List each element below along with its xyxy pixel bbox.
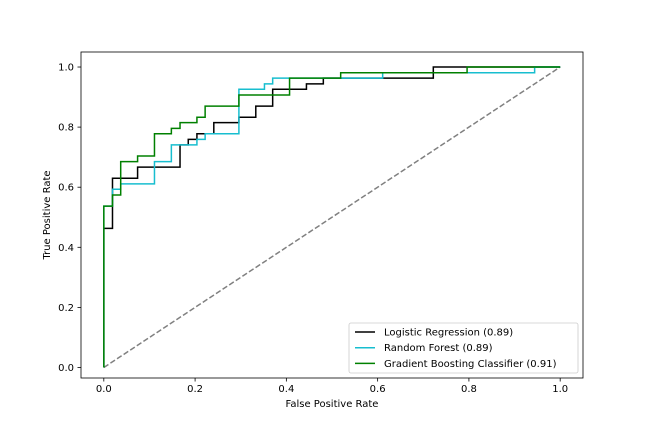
legend-box: [348, 322, 579, 374]
reference-diagonal-line: [103, 66, 561, 369]
series-line-3: [103, 66, 561, 368]
legend-label-3: Gradient Boosting Classifier (0.91): [384, 359, 557, 370]
y-tick-label: 0.0: [58, 363, 74, 374]
legend: Logistic Regression (0.89) Random Forest …: [348, 322, 579, 374]
axes-frame: [80, 51, 584, 379]
y-tick-label: 1.0: [58, 63, 74, 74]
x-tick-label: 0.2: [187, 384, 203, 395]
x-tick-label: 0.4: [278, 384, 294, 395]
x-tick-label: 1.0: [552, 384, 568, 395]
x-axis-label: False Positive Rate: [286, 399, 379, 410]
legend-label-2: Random Forest (0.89): [384, 343, 493, 354]
y-tick-label: 0.2: [58, 303, 74, 314]
y-tick-label: 0.4: [58, 243, 74, 254]
plot-area: [103, 66, 561, 369]
y-tick-label: 0.8: [58, 123, 74, 134]
x-tick-label: 0.6: [370, 384, 386, 395]
x-tick-label: 0.8: [461, 384, 477, 395]
y-axis-label: True Positive Rate: [42, 170, 53, 260]
axes: 0.0 0.2 0.4 0.6 0.8 1.0 0.0 0.2 0.4 0.6 0.8 1.0: [58, 51, 584, 395]
series-line-1: [103, 66, 561, 368]
x-tick-label: 0.0: [96, 384, 112, 395]
legend-label-1: Logistic Regression (0.89): [384, 328, 513, 339]
y-tick-label: 0.6: [58, 183, 74, 194]
